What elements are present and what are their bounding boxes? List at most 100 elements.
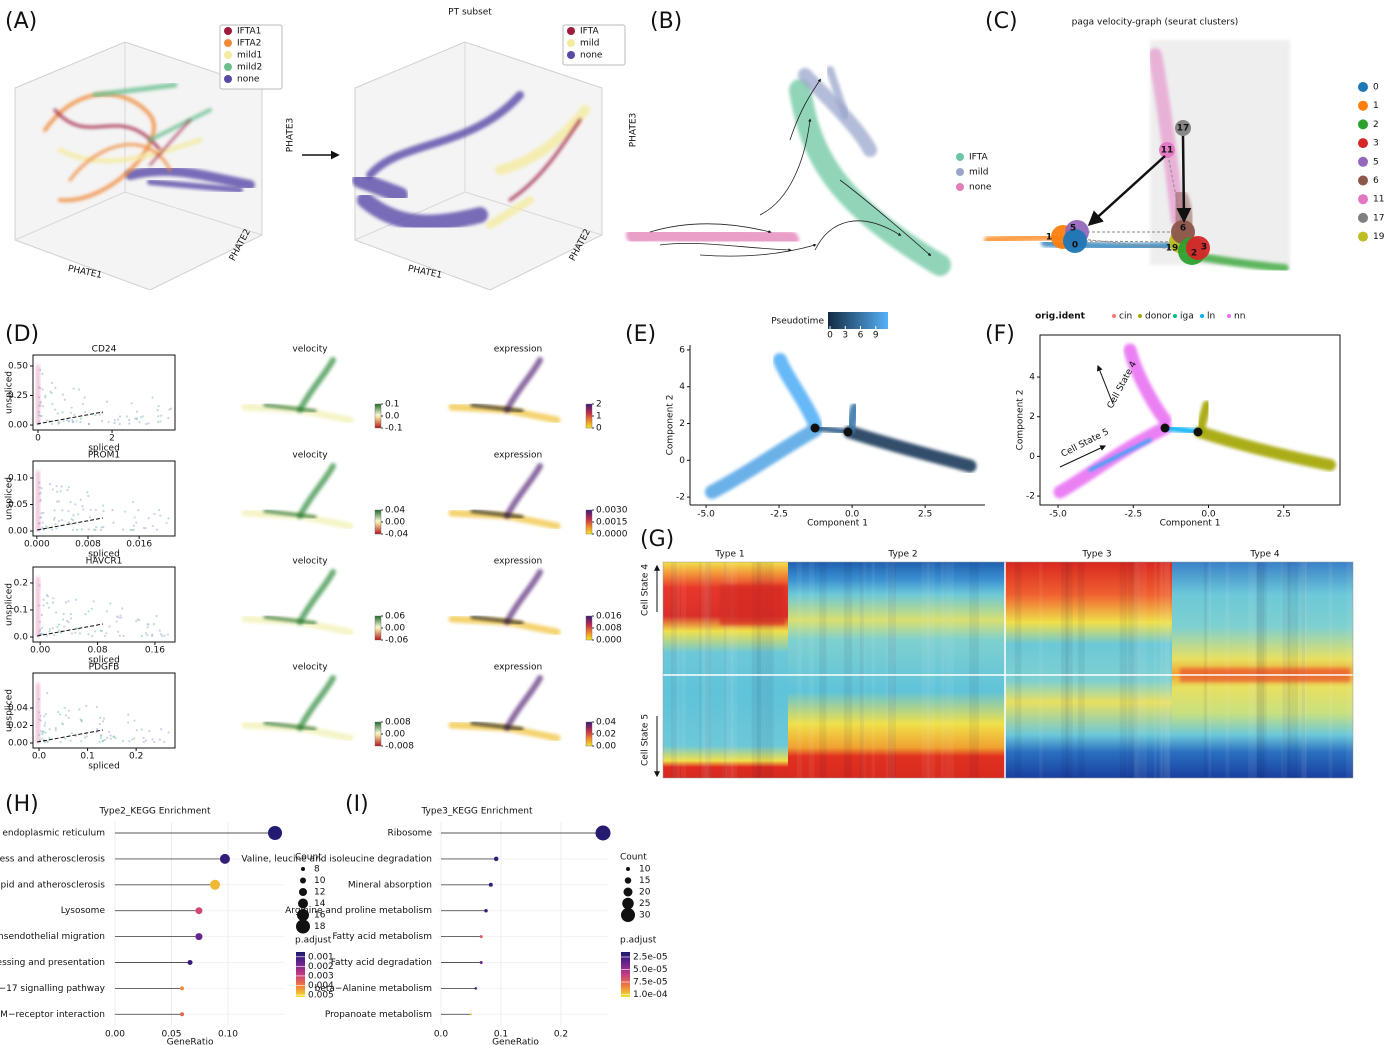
- point-cloud-dot: [156, 420, 160, 423]
- point-cloud-dot: [72, 420, 75, 423]
- point-cloud: [263, 721, 317, 731]
- heatmap-texture: [945, 562, 954, 778]
- point-cloud-dot: [55, 485, 58, 488]
- point-cloud-dot: [46, 595, 49, 598]
- point-cloud-dot: [157, 405, 160, 408]
- point-cloud-dot: [53, 518, 56, 521]
- category-label: Fluid shear stress and atherosclerosis: [0, 854, 105, 864]
- point-cloud-dot: [62, 618, 65, 621]
- point-cloud-dot: [94, 413, 97, 417]
- legend-swatch: [956, 168, 964, 176]
- point-cloud-dot: [165, 521, 168, 525]
- colorbar: [374, 509, 382, 535]
- point-cloud-dot: [57, 520, 61, 523]
- point-cloud-dot: [83, 736, 87, 739]
- point-cloud-dot: [158, 738, 161, 741]
- point-cloud-dot: [85, 735, 88, 738]
- y-axis-label: unspliced: [5, 583, 15, 626]
- legend-swatch: [567, 27, 575, 35]
- point-cloud-dot: [58, 623, 61, 626]
- point-cloud-dot: [137, 509, 140, 512]
- point-cloud-dot: [105, 632, 108, 635]
- graph-node: [1063, 229, 1087, 253]
- point-cloud: [357, 192, 488, 231]
- x-axis-label: GeneRatio: [492, 1038, 539, 1045]
- legend-swatch: [1358, 231, 1368, 242]
- point-cloud: [789, 79, 951, 276]
- point-cloud: [470, 615, 524, 625]
- legend-swatch: [224, 63, 232, 71]
- y-axis-label: unspliced: [5, 371, 15, 414]
- size-legend-dot: [624, 877, 632, 884]
- heatmap-block: [1005, 562, 1172, 778]
- y-tick-label: 6: [679, 345, 685, 355]
- point-cloud-dot: [122, 634, 125, 637]
- y-tick-label: 0.10: [8, 473, 28, 483]
- point-cloud-dot: [151, 738, 154, 741]
- point-cloud-dot: [87, 528, 90, 531]
- point-cloud: [297, 463, 336, 519]
- branch-label: 2: [812, 424, 818, 434]
- y-tick-label: 0.25: [8, 391, 28, 401]
- streamline: [699, 243, 817, 257]
- legend-label: 2: [1373, 120, 1379, 130]
- point-cloud-dot: [54, 408, 57, 411]
- point-cloud: [297, 357, 336, 413]
- size-legend-dot: [298, 898, 308, 909]
- point-cloud-dot: [157, 415, 160, 418]
- x-tick-label: 0.0: [1201, 510, 1216, 520]
- point-cloud: [504, 463, 543, 519]
- legend-label: cin: [1119, 312, 1132, 322]
- legend-swatch: [1358, 138, 1368, 149]
- streamline: [759, 118, 812, 216]
- column-label: Type 1: [714, 550, 744, 560]
- point-cloud: [826, 66, 849, 119]
- heatmap-texture: [940, 562, 945, 778]
- point-cloud-dot: [75, 627, 79, 630]
- size-legend-label: 8: [314, 865, 320, 875]
- point-cloud-dot: [59, 489, 62, 493]
- colorbar-tick-label: 0.04: [385, 506, 405, 516]
- x-axis-label: Component 1: [1160, 519, 1221, 529]
- colorbar-tick-label: 0.016: [596, 612, 622, 622]
- point-cloud-dot: [105, 400, 109, 403]
- y-tick-label: 4: [1029, 373, 1035, 383]
- point-cloud-dot: [137, 618, 141, 622]
- lollipop-dot: [180, 986, 185, 991]
- plot-frame: [32, 460, 176, 537]
- size-legend-dot: [623, 887, 633, 897]
- point-cloud-dot: [64, 714, 68, 717]
- legend-label: donor: [1145, 312, 1171, 322]
- point-cloud-dot: [81, 402, 84, 406]
- colorbar-tick-label: 0.000: [596, 636, 622, 646]
- point-cloud: [508, 118, 582, 202]
- lollipop-dot: [195, 907, 203, 915]
- point-cloud-dot: [116, 630, 120, 633]
- legend-label: 3: [1373, 139, 1379, 149]
- point-cloud-dot: [112, 521, 115, 524]
- point-cloud-dot: [100, 419, 104, 423]
- category-label: Protein processing in endoplasmic reticu…: [0, 829, 105, 839]
- streamline: [649, 223, 772, 234]
- point-cloud: [149, 119, 191, 166]
- lollipop-dot: [210, 879, 221, 890]
- panel-label: (F): [985, 322, 1015, 347]
- legend-swatch: [1358, 119, 1368, 130]
- point-cloud-dot: [128, 418, 131, 422]
- point-cloud-dot: [132, 524, 135, 527]
- point-cloud-dot: [43, 715, 46, 718]
- point-cloud-dot: [116, 418, 120, 421]
- chart-title: PROM1: [88, 451, 120, 461]
- legend-swatch: [1173, 314, 1177, 318]
- point-cloud: [92, 82, 178, 98]
- x-tick-label: 0.05: [161, 1030, 181, 1040]
- point-cloud-dot: [67, 600, 70, 603]
- point-cloud-dot: [63, 398, 67, 401]
- colorbar-tick-label: 9: [873, 331, 879, 341]
- point-cloud: [815, 425, 851, 435]
- plot-frame: [32, 672, 176, 749]
- x-tick-label: 0.016: [126, 540, 152, 550]
- legend-box: [562, 24, 626, 66]
- legend-label: iga: [1180, 312, 1194, 322]
- x-tick-label: 0.16: [145, 646, 165, 656]
